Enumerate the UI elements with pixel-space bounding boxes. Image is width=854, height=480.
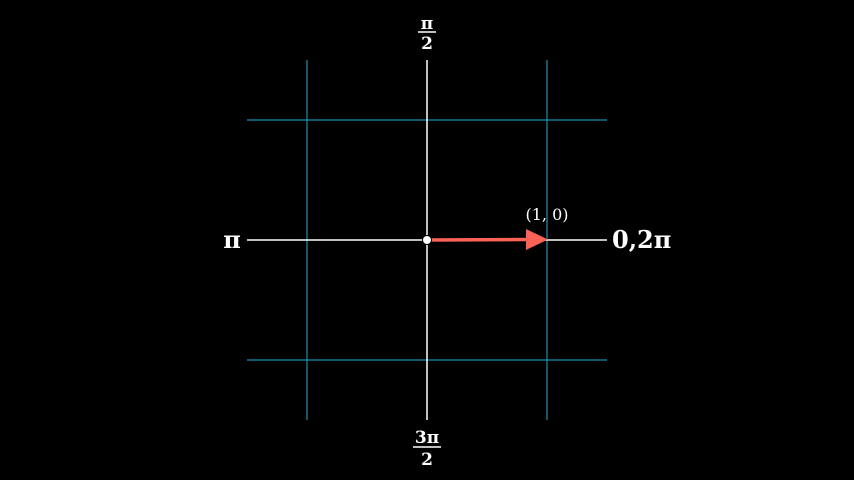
labels: π 2 3π 2 π 0,2π (1, 0) [223,14,671,470]
right-label: 0,2π [612,225,671,254]
vector-label: (1, 0) [525,205,568,224]
unit-vector-arrow [426,229,548,250]
vector-arrowhead [526,229,548,250]
left-label: π [223,225,241,254]
origin-dot [422,235,432,245]
top-label-numerator: π [421,14,433,34]
vector-shaft [426,237,529,242]
bottom-label-denominator: 2 [421,450,433,470]
bottom-label-numerator: 3π [415,428,439,448]
top-label-denominator: 2 [421,34,433,54]
